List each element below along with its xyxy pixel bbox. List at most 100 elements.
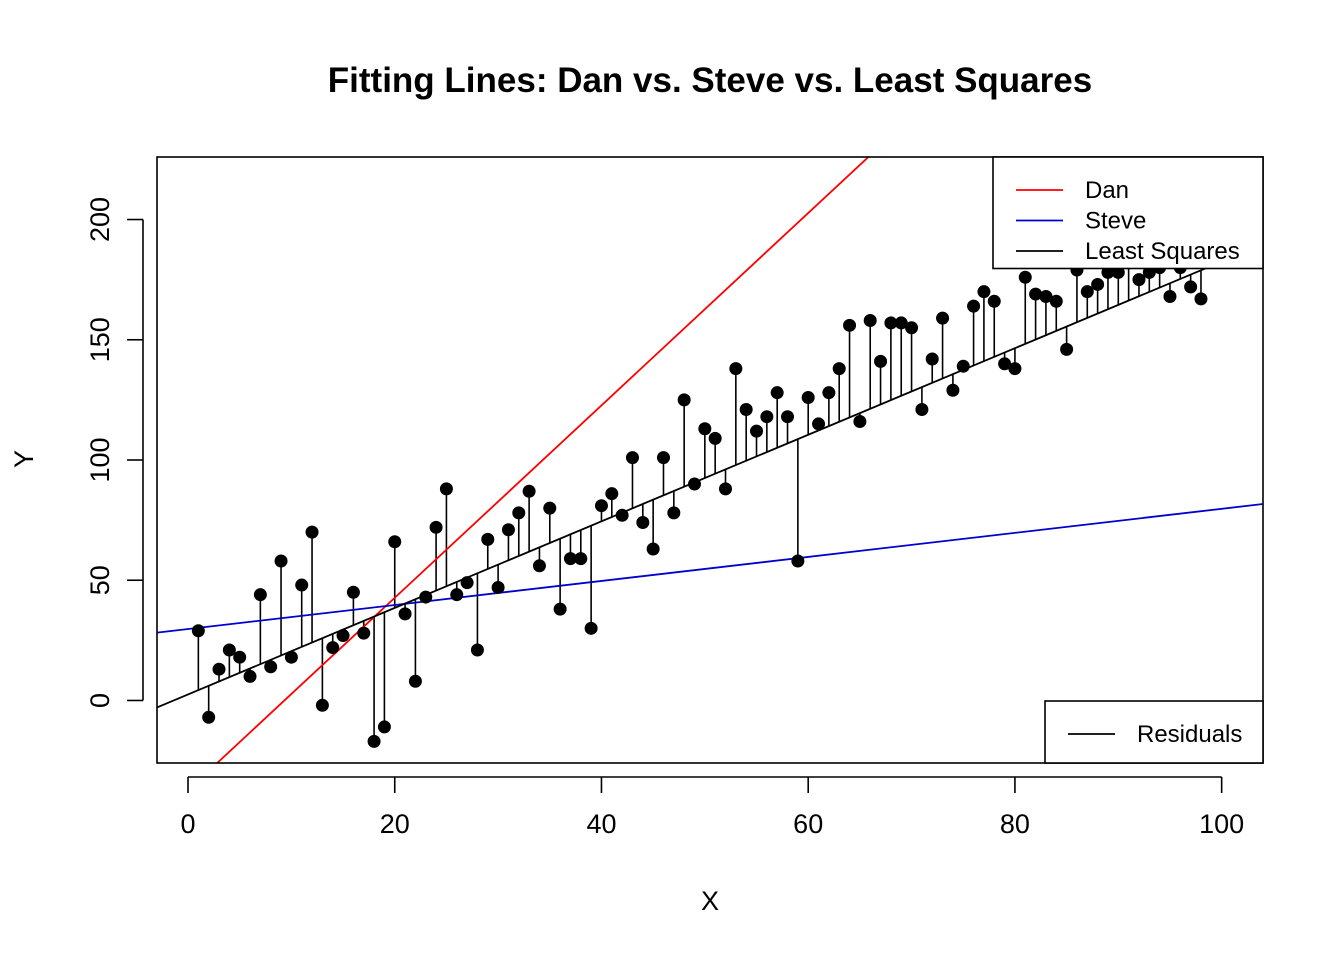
data-point [605, 487, 619, 501]
data-point [791, 554, 805, 568]
data-point [781, 410, 795, 424]
data-point [1194, 292, 1208, 306]
data-point [946, 383, 960, 397]
x-tick-label: 60 [793, 809, 823, 839]
data-point [450, 588, 464, 602]
data-point [770, 386, 784, 400]
fit-line-dan [215, 157, 870, 763]
data-point [956, 359, 970, 373]
y-tick-label: 100 [85, 437, 115, 482]
data-point [832, 362, 846, 376]
data-point [460, 576, 474, 590]
data-point [708, 431, 722, 445]
data-point [853, 415, 867, 429]
data-point [295, 578, 309, 592]
data-point [1132, 273, 1146, 287]
data-point [367, 734, 381, 748]
data-point [874, 354, 888, 368]
data-point [563, 552, 577, 566]
data-point [222, 643, 236, 657]
data-point [915, 403, 929, 416]
data-point [553, 602, 567, 616]
residual-legend-box [1044, 700, 1264, 764]
data-point [398, 607, 412, 621]
y-tick-label: 150 [85, 317, 115, 362]
legend-label: Least Squares [1085, 238, 1240, 265]
data-point [264, 660, 278, 674]
x-tick-label: 100 [1199, 809, 1244, 839]
chart-title: Fitting Lines: Dan vs. Steve vs. Least S… [328, 61, 1092, 100]
data-point [687, 477, 701, 491]
y-tick-label: 50 [85, 565, 115, 595]
data-point [998, 357, 1012, 371]
y-tick-label: 200 [85, 197, 115, 242]
data-point [243, 669, 257, 683]
data-point [977, 285, 991, 299]
x-tick-label: 40 [586, 809, 616, 839]
data-point [646, 542, 660, 556]
x-tick-label: 20 [380, 809, 410, 839]
x-tick-label: 80 [1000, 809, 1030, 839]
data-point [202, 710, 216, 724]
plot-frame [156, 156, 1264, 764]
data-point [636, 516, 650, 530]
data-point [884, 316, 898, 330]
data-point [594, 499, 608, 513]
data-point [894, 316, 908, 330]
data-point [1163, 289, 1177, 303]
fit-line-least-squares [157, 243, 1263, 709]
data-point [501, 523, 515, 537]
data-point [936, 311, 950, 325]
data-point [1029, 287, 1043, 301]
data-point [698, 422, 712, 436]
data-point [253, 588, 267, 602]
data-point [656, 451, 670, 465]
y-axis-label: Y [9, 450, 39, 468]
data-point [719, 482, 733, 496]
data-point [305, 525, 319, 539]
residual-legend-label: Residuals [1137, 721, 1242, 748]
data-point [377, 720, 391, 734]
data-point [481, 532, 495, 546]
data-point [315, 698, 329, 712]
data-point [212, 662, 226, 676]
data-point [346, 585, 360, 599]
data-point [284, 650, 298, 664]
legends: Dan Steve Least Squares Residuals [992, 156, 1264, 764]
data-point [408, 674, 422, 688]
data-point [429, 520, 443, 534]
data-point [1039, 289, 1053, 303]
data-point [812, 417, 826, 431]
data-point [1008, 362, 1022, 376]
data-point [863, 314, 877, 328]
data-point [801, 390, 815, 404]
data-point [543, 501, 557, 515]
x-tick-label: 0 [180, 809, 195, 839]
data-point [625, 451, 639, 465]
data-point [615, 508, 629, 522]
data-point [191, 624, 205, 638]
data-point [357, 626, 371, 640]
data-point [419, 590, 433, 604]
data-point [1049, 294, 1063, 308]
data-point [729, 362, 743, 376]
data-point [987, 294, 1001, 308]
data-point [667, 506, 681, 520]
data-point [739, 403, 753, 416]
y-tick-label: 0 [85, 693, 115, 708]
data-point [1184, 280, 1198, 294]
data-point [532, 559, 546, 573]
data-point [967, 299, 981, 313]
axes: 0 20 40 60 80 100 0 50 100 150 200 [85, 156, 1264, 839]
data-point [233, 650, 247, 664]
fit-line-steve [157, 503, 1263, 634]
data-point [491, 580, 505, 594]
data-point [336, 629, 350, 643]
data-point [925, 352, 939, 366]
data-point [574, 552, 588, 566]
legend-label: Steve [1085, 208, 1146, 235]
data-point [843, 318, 857, 332]
data-point [1060, 342, 1074, 356]
